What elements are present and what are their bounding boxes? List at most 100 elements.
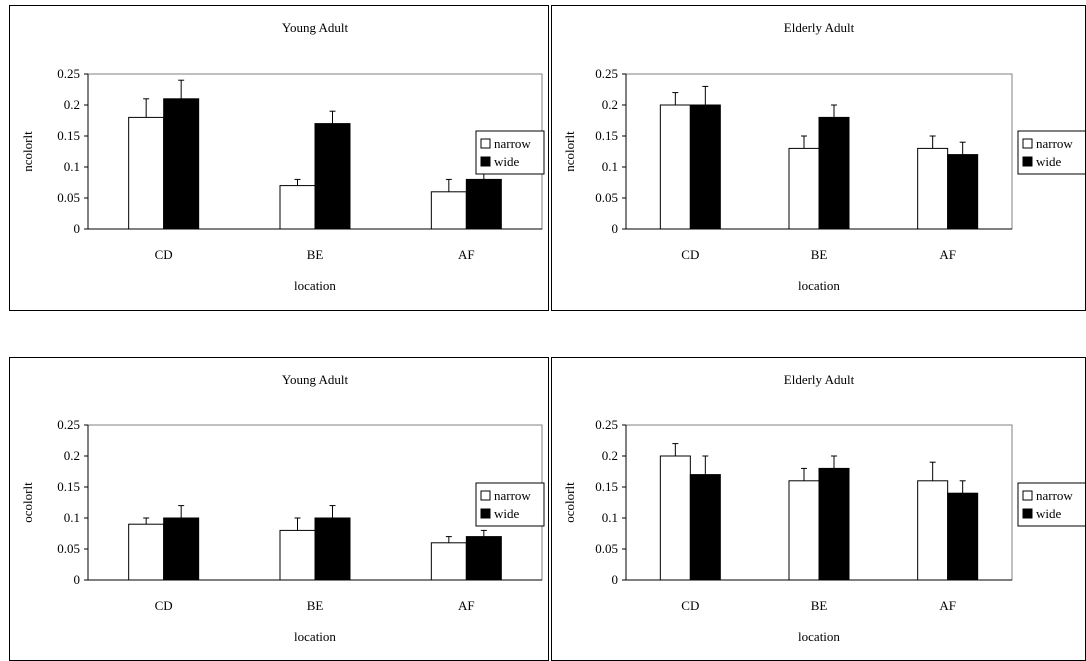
bar-narrow-BE <box>279 529 316 581</box>
legend-box <box>1017 130 1085 175</box>
legend-label-narrow: narrow <box>494 136 531 151</box>
legend-swatch-narrow <box>1022 138 1033 149</box>
legend: narrow wide <box>475 482 545 527</box>
y-tick-label: 0.15 <box>595 128 618 143</box>
legend-swatch-wide <box>480 508 491 519</box>
bar-narrow-CD <box>128 523 165 581</box>
bar-wide-BE <box>314 123 351 230</box>
y-tick-label: 0 <box>612 221 619 236</box>
bar-narrow-BE <box>279 185 316 230</box>
y-axis-label: ocolorlt <box>562 482 577 523</box>
y-tick-label: 0 <box>74 572 81 587</box>
bar-chart-svg: Young Adult 0 0.05 0.1 0.15 0.2 0.25 ncolorlt CD… <box>20 20 545 293</box>
y-tick-label: 0.05 <box>57 541 80 556</box>
y-tick-label: 0 <box>612 572 619 587</box>
x-axis-label: location <box>798 629 840 644</box>
bar-narrow-AF <box>430 191 467 230</box>
y-tick-label: 0.25 <box>57 66 80 81</box>
legend-box <box>475 482 545 527</box>
bar-narrow-CD <box>659 104 691 230</box>
legend-label-wide: wide <box>494 154 520 169</box>
y-tick-label: 0.2 <box>64 97 80 112</box>
bar-wide-BE <box>314 517 351 581</box>
bar-chart-svg: Elderly Adult 0 0.05 0.1 0.15 0.2 0.25 ncolorlt… <box>562 20 1085 293</box>
y-tick-label: 0.2 <box>64 448 80 463</box>
y-tick-label: 0.25 <box>57 417 80 432</box>
x-tick-label: CD <box>155 247 173 262</box>
legend-label-narrow: narrow <box>1036 488 1073 503</box>
x-tick-label: BE <box>811 247 828 262</box>
y-tick-label: 0 <box>74 221 81 236</box>
legend-swatch-narrow <box>480 138 491 149</box>
bar-wide-AF <box>465 536 502 581</box>
x-axis-label: location <box>294 278 336 293</box>
x-axis-label: location <box>294 629 336 644</box>
chart-title: Young Adult <box>282 20 349 35</box>
bar-narrow-AF <box>430 542 467 581</box>
y-tick-label: 0.15 <box>595 479 618 494</box>
bar-wide-AF <box>947 492 979 581</box>
legend-swatch-narrow <box>480 490 491 501</box>
bar-wide-CD <box>163 98 200 230</box>
bar-wide-BE <box>818 116 850 230</box>
y-tick-label: 0.15 <box>57 128 80 143</box>
x-tick-label: CD <box>155 598 173 613</box>
x-tick-label: BE <box>811 598 828 613</box>
legend-box <box>1017 482 1085 527</box>
legend: narrow wide <box>475 130 545 175</box>
y-tick-label: 0.1 <box>602 510 618 525</box>
y-tick-label: 0.05 <box>595 541 618 556</box>
legend-label-wide: wide <box>1036 506 1062 521</box>
bar-narrow-AF <box>917 147 949 230</box>
y-tick-label: 0.25 <box>595 66 618 81</box>
chart-title: Young Adult <box>282 372 349 387</box>
y-axis-label: ocolorlt <box>20 482 35 523</box>
x-tick-label: AF <box>458 247 475 262</box>
y-tick-label: 0.1 <box>602 159 618 174</box>
bar-wide-CD <box>689 474 721 581</box>
bar-wide-AF <box>947 154 979 230</box>
legend-box <box>475 130 545 175</box>
chart-title: Elderly Adult <box>784 372 855 387</box>
bar-wide-CD <box>689 104 721 230</box>
y-tick-label: 0.15 <box>57 479 80 494</box>
legend-swatch-wide <box>1022 508 1033 519</box>
x-axis-label: location <box>798 278 840 293</box>
x-tick-label: AF <box>939 598 956 613</box>
legend-swatch-wide <box>1022 156 1033 167</box>
y-tick-label: 0.25 <box>595 417 618 432</box>
bar-narrow-BE <box>788 147 820 230</box>
x-tick-label: CD <box>681 598 699 613</box>
legend-swatch-narrow <box>1022 490 1033 501</box>
chart-panel-elderly-adult-ocolorlt: Elderly Adult 0 0.05 0.1 0.15 0.2 0.25 ocolorlt… <box>551 357 1086 661</box>
legend-swatch-wide <box>480 156 491 167</box>
legend-label-wide: wide <box>494 506 520 521</box>
bar-wide-CD <box>163 517 200 581</box>
bar-chart-svg: Young Adult 0 0.05 0.1 0.15 0.2 0.25 ocolorlt CD… <box>20 372 545 644</box>
chart-panel-elderly-adult-ncolorlt: Elderly Adult 0 0.05 0.1 0.15 0.2 0.25 ncolorlt… <box>551 5 1086 311</box>
x-tick-label: AF <box>458 598 475 613</box>
y-axis-label: ncolorlt <box>562 131 577 172</box>
chart-panel-young-adult-ocolorlt: Young Adult 0 0.05 0.1 0.15 0.2 0.25 ocolorlt CD… <box>9 357 549 661</box>
legend-label-narrow: narrow <box>1036 136 1073 151</box>
chart-panel-young-adult-ncolorlt: Young Adult 0 0.05 0.1 0.15 0.2 0.25 ncolorlt CD… <box>9 5 549 311</box>
y-tick-label: 0.1 <box>64 159 80 174</box>
x-tick-label: CD <box>681 247 699 262</box>
bar-narrow-BE <box>788 480 820 581</box>
legend: narrow wide <box>1017 130 1085 175</box>
bar-wide-AF <box>465 178 502 230</box>
legend-label-wide: wide <box>1036 154 1062 169</box>
legend-label-narrow: narrow <box>494 488 531 503</box>
y-tick-label: 0.05 <box>595 190 618 205</box>
x-tick-label: BE <box>307 247 324 262</box>
y-axis-label: ncolorlt <box>20 131 35 172</box>
y-tick-label: 0.1 <box>64 510 80 525</box>
bar-narrow-CD <box>128 116 165 230</box>
y-tick-label: 0.05 <box>57 190 80 205</box>
x-tick-label: AF <box>939 247 956 262</box>
bar-wide-BE <box>818 467 850 581</box>
y-tick-label: 0.2 <box>602 97 618 112</box>
bar-narrow-CD <box>659 455 691 581</box>
x-tick-label: BE <box>307 598 324 613</box>
bar-narrow-AF <box>917 480 949 581</box>
